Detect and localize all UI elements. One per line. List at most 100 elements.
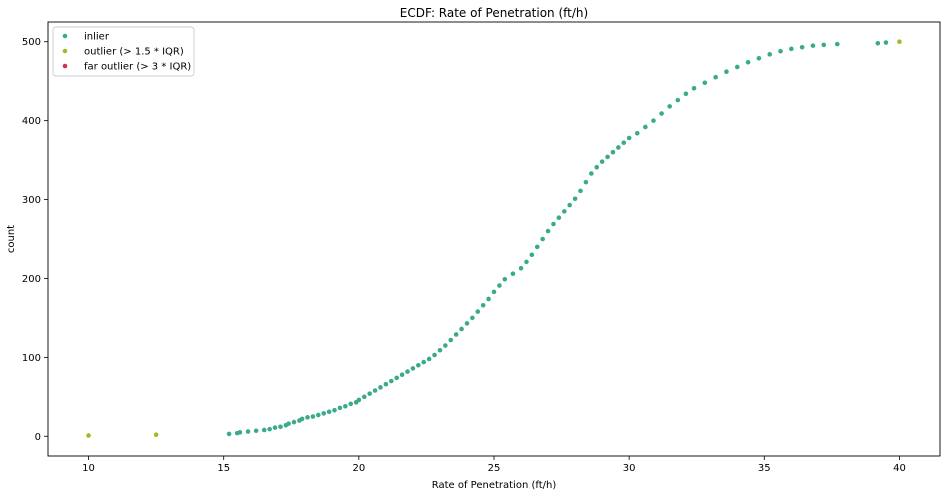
data-point-inlier (480, 302, 486, 308)
data-point-inlier (361, 394, 367, 400)
data-point-inlier (518, 265, 524, 271)
data-point-inlier (272, 425, 278, 430)
legend: inlier outlier (> 1.5 * IQR) far outlier… (52, 26, 195, 77)
x-axis-ticks: 10 15 20 25 30 35 40 (82, 456, 906, 474)
data-point-outlier (153, 432, 159, 437)
data-point-inlier (621, 140, 627, 146)
y-axis-label: count (6, 225, 17, 253)
data-point-inlier (789, 46, 794, 52)
data-point-inlier (453, 332, 459, 337)
data-point-inlier (286, 421, 291, 426)
y-axis-ticks: 0 100 200 300 400 500 (22, 37, 48, 443)
x-tick-label: 15 (217, 463, 230, 474)
data-point-inlier (388, 378, 394, 384)
data-point-inlier (448, 337, 454, 343)
data-point-inlier (367, 391, 372, 396)
legend-box (52, 26, 195, 77)
y-tick-label: 500 (22, 37, 41, 48)
data-point-inlier (534, 244, 540, 250)
data-point-inlier (399, 372, 405, 378)
data-point-inlier (529, 252, 535, 258)
data-point-inlier (464, 321, 470, 326)
data-point-inlier (337, 405, 343, 411)
data-point-inlier (875, 41, 881, 46)
data-point-inlier (383, 381, 389, 387)
data-point-inlier (356, 397, 362, 403)
data-point-inlier (594, 164, 600, 170)
plot-area-frame (47, 21, 941, 457)
data-point-inlier (702, 80, 708, 86)
data-point-inlier (713, 74, 718, 80)
legend-label-outlier: outlier (> 1.5 * IQR) (84, 47, 184, 58)
y-tick-label: 300 (22, 195, 41, 206)
data-point-inlier (491, 289, 497, 295)
legend-label-far-outlier: far outlier (> 3 * IQR) (84, 62, 191, 73)
data-point-inlier (578, 188, 583, 194)
y-tick-label: 100 (22, 353, 41, 364)
data-point-inlier (416, 362, 421, 368)
data-point-inlier (599, 159, 605, 164)
data-point-inlier (237, 430, 243, 435)
data-point-inlier (459, 326, 464, 332)
legend-marker-far-outlier (62, 63, 68, 69)
x-tick-label: 10 (82, 463, 95, 474)
data-point-inlier (545, 228, 551, 234)
data-point-inlier (378, 385, 383, 390)
data-point-inlier (475, 309, 481, 314)
data-point-inlier (626, 135, 632, 141)
data-point-inlier (799, 44, 805, 50)
data-point-inlier (510, 271, 516, 277)
x-tick-label: 40 (893, 463, 906, 474)
data-point-inlier (634, 130, 640, 136)
data-point-inlier (426, 356, 432, 362)
data-point-inlier (675, 97, 681, 103)
x-tick-label: 25 (488, 463, 501, 474)
x-axis-label: Rate of Penetration (ft/h) (432, 480, 557, 491)
data-point-inlier (326, 409, 332, 415)
data-points (86, 39, 902, 438)
x-tick-label: 35 (758, 463, 771, 474)
data-point-inlier (486, 296, 491, 302)
data-point-inlier (651, 118, 656, 123)
data-point-inlier (551, 221, 556, 227)
data-point-inlier (810, 43, 816, 48)
y-tick-label: 400 (22, 116, 41, 127)
data-point-inlier (756, 55, 762, 61)
data-point-inlier (643, 124, 648, 130)
data-point-inlier (316, 412, 321, 418)
data-point-inlier (432, 352, 437, 358)
data-point-inlier (245, 429, 251, 434)
legend-label-inlier: inlier (84, 32, 110, 43)
data-point-inlier (659, 111, 664, 116)
data-point-inlier (299, 416, 305, 422)
data-point-inlier (561, 209, 567, 214)
data-point-inlier (683, 91, 689, 97)
y-tick-label: 0 (35, 432, 41, 443)
data-point-inlier (372, 388, 378, 393)
data-point-inlier (443, 343, 448, 348)
data-point-inlier (724, 69, 729, 75)
data-point-inlier (421, 359, 427, 365)
data-point-outlier (86, 433, 91, 438)
data-point-inlier (778, 48, 783, 54)
data-point-inlier (497, 283, 502, 288)
data-point-inlier (410, 366, 416, 371)
data-point-inlier (616, 145, 621, 150)
data-point-inlier (767, 52, 773, 57)
data-point-inlier (583, 179, 589, 185)
data-point-inlier (691, 85, 697, 91)
data-point-inlier (883, 40, 889, 45)
x-tick-label: 30 (623, 463, 636, 474)
data-point-inlier (394, 375, 399, 381)
data-point-inlier (437, 347, 443, 353)
y-tick-label: 200 (22, 274, 41, 285)
chart-title: ECDF: Rate of Penetration (ft/h) (400, 6, 588, 20)
data-point-inlier (502, 276, 508, 282)
legend-marker-outlier (62, 48, 68, 54)
data-point-outlier (897, 39, 902, 45)
data-point-inlier (261, 427, 267, 433)
data-point-inlier (667, 104, 672, 109)
data-point-inlier (745, 59, 751, 65)
